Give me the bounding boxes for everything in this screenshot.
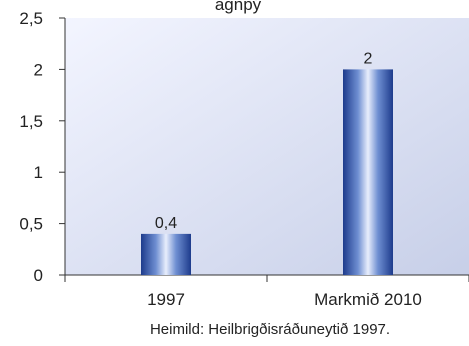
chart-title-fragment: agnpý <box>215 0 262 14</box>
y-tick-label: 2,5 <box>19 9 43 28</box>
y-tick-label: 0,5 <box>19 215 43 234</box>
x-axis: 1997 Markmið 2010 <box>64 274 469 309</box>
y-axis: 0 0,5 1 1,5 2 2,5 <box>19 9 66 285</box>
x-category-label: Markmið 2010 <box>314 290 422 309</box>
y-tick-label: 2 <box>34 60 43 79</box>
x-category-label: 1997 <box>147 290 185 309</box>
y-tick-label: 0 <box>34 266 43 285</box>
bar-series <box>141 69 393 276</box>
plot-area-background <box>65 18 469 275</box>
data-labels: 0,42 <box>155 50 373 231</box>
data-label: 0,4 <box>155 215 177 232</box>
y-tick-label: 1,5 <box>19 112 43 131</box>
source-note: Heimild: Heilbrigðisráðuneytið 1997. <box>150 321 390 338</box>
data-label: 2 <box>364 50 373 67</box>
bar-1 <box>141 233 191 275</box>
bar-2 <box>343 69 393 276</box>
y-tick-label: 1 <box>34 163 43 182</box>
